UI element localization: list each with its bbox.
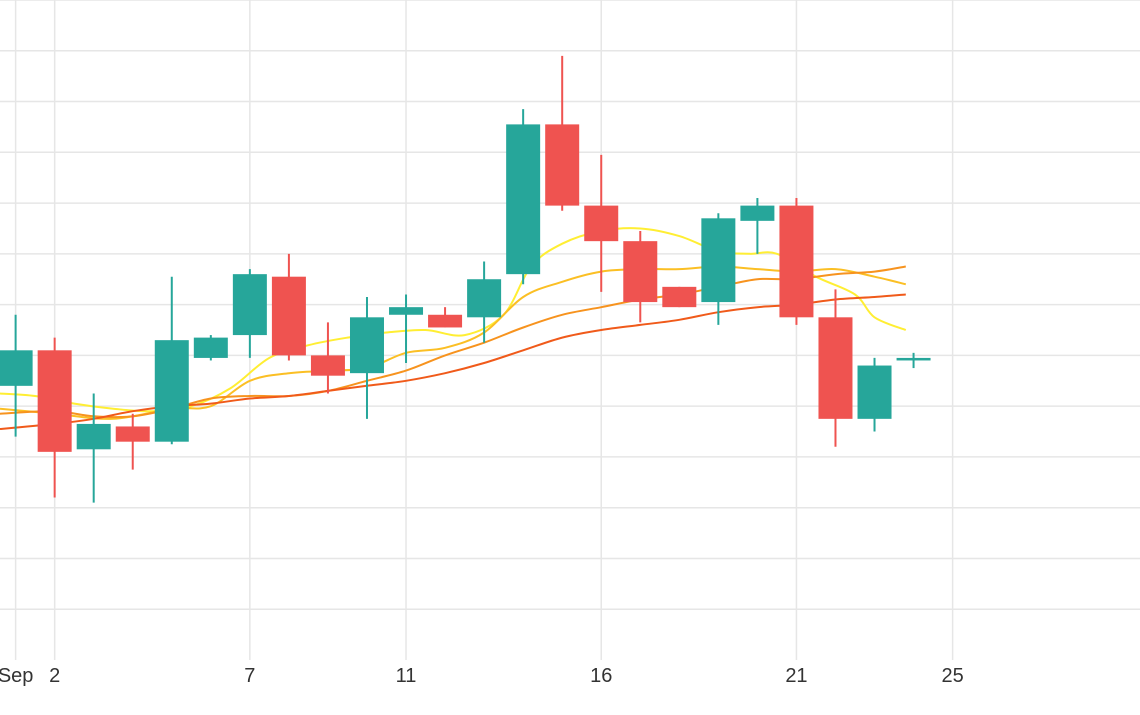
x-tick-label: 16 [590, 665, 612, 687]
candle-body [232, 274, 267, 336]
candle-down [428, 307, 463, 328]
candle-down [545, 55, 580, 211]
candle-body [76, 423, 111, 450]
candle-down [271, 253, 306, 361]
candle-down [115, 413, 150, 470]
candle-down [584, 154, 619, 292]
candle-down [37, 337, 72, 498]
candle-up [349, 297, 384, 419]
x-tick-label: 11 [396, 665, 417, 687]
candle-body [428, 314, 463, 328]
candle-body [818, 317, 853, 419]
candle-up [76, 393, 111, 503]
candle-body [779, 205, 814, 318]
candle-body [271, 276, 306, 356]
candle-up [701, 213, 736, 325]
candle-down [662, 286, 697, 308]
candle-down [310, 322, 345, 394]
x-axis: Sep 2 7 11 16 21 25 [0, 665, 964, 687]
candle-body [310, 355, 345, 376]
candle-down [623, 231, 658, 323]
candle-body [0, 350, 33, 386]
candle-down [779, 198, 814, 325]
candle-up [740, 198, 775, 254]
candle-body [545, 124, 580, 206]
candle-up [0, 314, 33, 437]
candle-up [193, 335, 228, 361]
candle-up [232, 269, 267, 358]
candle-up [506, 109, 541, 285]
candle-body [506, 124, 541, 275]
candle-body [193, 337, 228, 358]
candle-body [154, 340, 189, 442]
candle-down [818, 289, 853, 447]
candle-body [115, 426, 150, 442]
candle-body [740, 205, 775, 221]
candle-body [389, 307, 424, 315]
candle-body [623, 241, 658, 303]
candle-body [701, 218, 736, 303]
x-tick-label: 21 [785, 665, 807, 687]
x-tick-label: 7 [244, 665, 255, 687]
candle-body [857, 365, 892, 419]
candle-up [389, 294, 424, 363]
candle-body [896, 357, 931, 361]
candle-up [154, 276, 189, 445]
candle-body [37, 350, 72, 452]
candle-body [662, 286, 697, 308]
candle-up [896, 352, 931, 369]
candle-up [467, 261, 502, 343]
candle-layer [0, 55, 931, 503]
candle-up [857, 357, 892, 432]
candle-body [467, 279, 502, 318]
candle-body [584, 205, 619, 242]
x-tick-label: 2 [49, 665, 60, 687]
candle-body [349, 317, 384, 374]
x-tick-label: Sep [0, 665, 33, 687]
x-tick-label: 25 [941, 665, 963, 687]
